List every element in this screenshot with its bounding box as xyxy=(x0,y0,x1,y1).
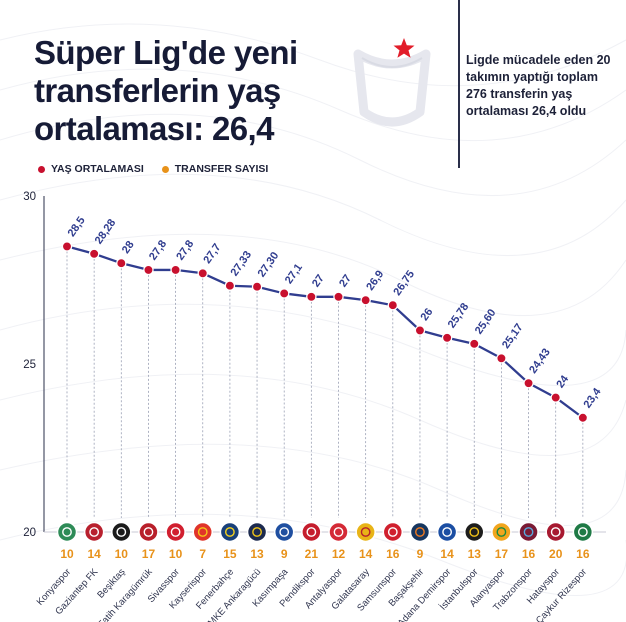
info-text: Ligde mücadele eden 20 takımın yaptığı t… xyxy=(466,53,611,118)
transfer-count-label: 10 xyxy=(60,547,74,561)
transfer-count-label: 15 xyxy=(223,547,237,561)
data-label: 28,28 xyxy=(93,217,119,246)
team-logo-icon xyxy=(328,521,349,543)
data-point xyxy=(577,412,589,424)
transfer-count-label: 16 xyxy=(386,547,400,561)
team-logo-icon xyxy=(138,521,159,543)
crest-icon xyxy=(353,38,431,127)
data-label: 27,8 xyxy=(174,238,196,262)
data-point xyxy=(251,281,263,292)
legend-item-age: YAŞ ORTALAMASI xyxy=(38,163,144,175)
team-logo-icon xyxy=(219,521,241,543)
data-point xyxy=(387,299,399,311)
team-logo-icon xyxy=(56,521,78,543)
y-tick-label: 25 xyxy=(23,359,36,371)
data-label: 26 xyxy=(419,306,436,323)
transfer-count-label: 17 xyxy=(495,547,509,561)
data-point xyxy=(333,291,344,303)
legend-label-age: YAŞ ORTALAMASI xyxy=(51,163,144,175)
transfer-count-label: 21 xyxy=(305,547,319,561)
transfer-count-label: 14 xyxy=(359,547,373,561)
transfer-count-label: 13 xyxy=(468,547,482,561)
data-label: 27,1 xyxy=(283,262,305,286)
data-point xyxy=(360,294,371,306)
data-point xyxy=(224,280,236,291)
legend-item-transfer: TRANSFER SAYISI xyxy=(161,163,269,175)
data-label: 27,33 xyxy=(229,249,255,278)
team-logo-icon xyxy=(518,521,539,543)
data-point xyxy=(523,377,534,389)
transfer-count-label: 16 xyxy=(576,547,590,561)
team-logo-icon xyxy=(491,521,512,543)
data-point xyxy=(116,257,127,269)
data-point xyxy=(468,338,480,350)
team-logo-icon xyxy=(83,521,105,543)
legend-dot-age xyxy=(38,165,45,173)
data-label: 24 xyxy=(554,373,571,391)
data-label: 23,4 xyxy=(581,385,604,410)
page-title: Süper Lig'de yeni transferlerin yaş orta… xyxy=(34,34,298,147)
data-label: 25,17 xyxy=(500,322,526,351)
transfer-count-label: 13 xyxy=(250,547,264,561)
data-label: 26,9 xyxy=(364,268,386,292)
data-point xyxy=(306,291,317,303)
y-tick-label: 20 xyxy=(23,527,36,539)
transfer-count-label: 10 xyxy=(169,547,183,561)
legend: YAŞ ORTALAMASI TRANSFER SAYISI xyxy=(38,163,268,175)
transfer-count-label: 16 xyxy=(522,547,536,561)
data-point xyxy=(88,248,100,260)
data-label: 26,75 xyxy=(391,268,417,297)
data-point xyxy=(550,392,561,403)
data-label: 27 xyxy=(337,273,354,290)
transfer-count-label: 20 xyxy=(549,547,563,561)
data-label: 28,5 xyxy=(66,215,88,239)
team-logo-icon xyxy=(572,521,594,543)
team-logo-icon xyxy=(355,521,376,543)
data-label: 25,60 xyxy=(473,307,499,336)
data-point xyxy=(143,264,154,276)
data-point xyxy=(414,325,426,336)
header-divider xyxy=(458,0,460,168)
data-label: 28 xyxy=(120,239,137,256)
team-logo-icon xyxy=(246,521,268,543)
data-label: 27 xyxy=(310,273,327,290)
team-logo-icon xyxy=(545,521,566,543)
team-logo-icon xyxy=(192,521,213,543)
data-label: 24,43 xyxy=(527,346,553,375)
data-label: 27,7 xyxy=(201,242,223,266)
team-logo-icon xyxy=(382,521,404,543)
transfer-count-label: 17 xyxy=(142,547,156,561)
transfer-count-label: 14 xyxy=(440,547,454,561)
transfer-count-label: 14 xyxy=(87,547,101,561)
data-label: 25,78 xyxy=(446,301,472,330)
transfer-count-label: 12 xyxy=(332,547,346,561)
data-point xyxy=(278,288,290,299)
team-logo-icon xyxy=(436,521,458,543)
transfer-count-label: 9 xyxy=(417,547,424,561)
team-logo-icon xyxy=(464,521,485,543)
legend-label-transfer: TRANSFER SAYISI xyxy=(174,163,269,175)
data-point xyxy=(197,268,208,279)
data-point xyxy=(61,241,73,252)
data-point xyxy=(170,264,181,276)
team-logo-icon xyxy=(111,521,132,543)
team-logo-icon xyxy=(301,521,322,543)
y-tick-label: 30 xyxy=(23,191,36,203)
team-logo-icon xyxy=(165,521,186,543)
team-logo-icon xyxy=(273,521,295,543)
data-label: 27,30 xyxy=(256,250,282,279)
data-point xyxy=(496,353,507,364)
legend-dot-transfer xyxy=(161,165,169,173)
data-label: 27,8 xyxy=(147,238,169,262)
data-point xyxy=(441,332,453,344)
transfer-count-label: 7 xyxy=(199,547,206,561)
transfer-count-label: 9 xyxy=(281,547,288,561)
team-logo-icon xyxy=(409,521,431,543)
transfer-count-label: 10 xyxy=(115,547,129,561)
